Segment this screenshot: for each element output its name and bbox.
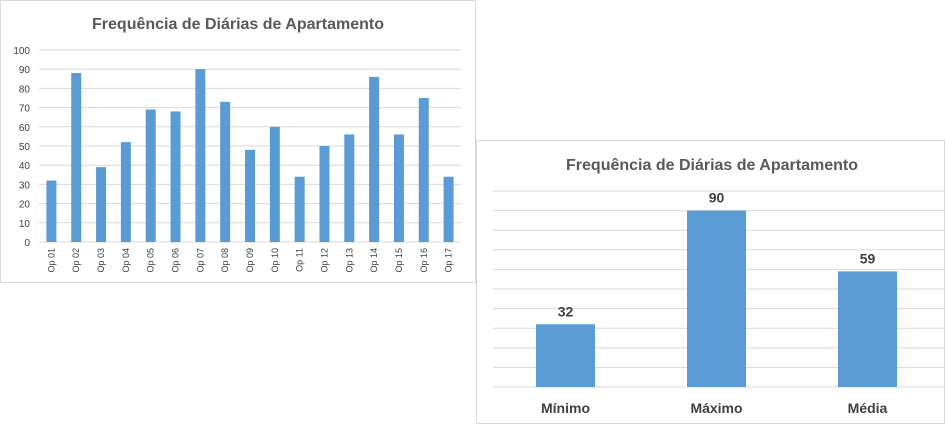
y-tick-label: 30 <box>19 180 31 191</box>
x-tick-label: Op 10 <box>270 248 280 273</box>
x-tick-label: Op 14 <box>369 248 379 273</box>
x-tick-label: Op 07 <box>195 248 205 273</box>
chart-2-title: Frequência de Diárias de Apartamento <box>566 157 858 174</box>
x-category-label: Mínimo <box>541 400 590 416</box>
data-label: 32 <box>558 303 574 319</box>
y-tick-label: 20 <box>19 200 31 211</box>
data-label: 90 <box>709 190 725 206</box>
chart-2-svg: Frequência de Diárias de Apartamento 32 Mí… <box>493 157 945 416</box>
bar <box>687 210 746 387</box>
y-tick-label: 100 <box>13 46 30 57</box>
chart-daily-frequency-by-op: Frequência de Diárias de Apartamento 0 10 2… <box>0 0 476 283</box>
bar <box>294 176 305 242</box>
x-tick-label: Op 09 <box>245 248 255 273</box>
bar <box>344 134 355 242</box>
x-tick-label: Op 05 <box>146 248 156 273</box>
x-category-label: Máximo <box>690 400 742 416</box>
y-tick-label: 90 <box>19 65 31 76</box>
x-category-label: Média <box>848 400 888 416</box>
bar <box>838 271 897 387</box>
bar <box>418 98 429 242</box>
chart-1-svg: Frequência de Diárias de Apartamento 0 10 2… <box>13 16 461 273</box>
bar <box>369 76 380 242</box>
bar <box>170 111 181 242</box>
x-tick-label: Op 15 <box>394 248 404 273</box>
bar <box>536 324 595 387</box>
bar <box>393 134 404 242</box>
y-tick-label: 10 <box>19 219 31 230</box>
x-tick-label: Op 01 <box>46 248 56 273</box>
bar <box>245 149 255 242</box>
x-tick-label: Op 11 <box>295 248 305 272</box>
x-tick-label: Op 12 <box>319 248 329 273</box>
chart-1-title: Frequência de Diárias de Apartamento <box>92 16 384 33</box>
bar <box>96 167 107 242</box>
bar <box>145 109 156 243</box>
x-tick-label: Op 02 <box>71 248 81 273</box>
x-tick-label: Op 13 <box>344 248 354 273</box>
x-tick-label: Op 04 <box>121 248 131 273</box>
y-tick-label: 70 <box>19 104 31 115</box>
y-tick-label: 60 <box>19 123 31 134</box>
bar <box>443 176 454 242</box>
x-tick-label: Op 06 <box>171 248 181 273</box>
y-tick-label: 0 <box>24 238 30 249</box>
x-tick-label: Op 17 <box>444 248 454 273</box>
x-tick-label: Op 16 <box>419 248 429 273</box>
bar <box>319 146 330 242</box>
y-tick-label: 40 <box>19 161 31 172</box>
bar <box>195 69 206 242</box>
data-label: 59 <box>860 250 876 266</box>
y-tick-label: 80 <box>19 84 31 95</box>
chart-summary-min-max-avg: Frequência de Diárias de Apartamento 32 Mí… <box>476 140 945 424</box>
bar <box>220 101 231 242</box>
y-tick-label: 50 <box>19 142 31 153</box>
bar <box>269 126 280 242</box>
bar <box>46 180 57 242</box>
x-tick-label: Op 08 <box>220 248 230 273</box>
x-tick-label: Op 03 <box>96 248 106 273</box>
bar <box>71 73 82 242</box>
bar <box>120 142 131 242</box>
